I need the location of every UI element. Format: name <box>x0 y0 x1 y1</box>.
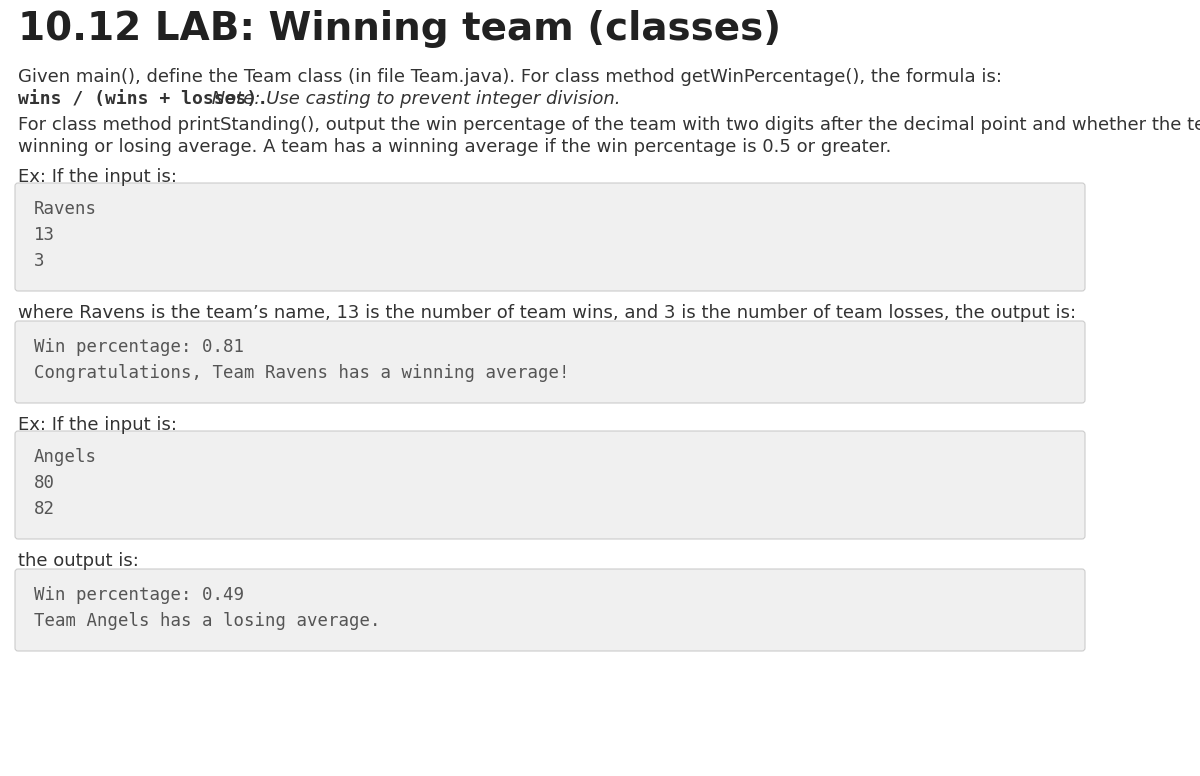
Text: Team Angels has a losing average.: Team Angels has a losing average. <box>34 612 380 630</box>
Text: Ravens: Ravens <box>34 200 97 218</box>
Text: Ex: If the input is:: Ex: If the input is: <box>18 416 178 434</box>
Text: Win percentage: 0.81: Win percentage: 0.81 <box>34 338 244 356</box>
Text: Note: Use casting to prevent integer division.: Note: Use casting to prevent integer div… <box>206 90 620 108</box>
Text: Congratulations, Team Ravens has a winning average!: Congratulations, Team Ravens has a winni… <box>34 364 570 382</box>
Text: wins / (wins + losses).: wins / (wins + losses). <box>18 90 268 108</box>
Text: For class method printStanding(), output the win percentage of the team with two: For class method printStanding(), output… <box>18 116 1200 134</box>
Text: 80: 80 <box>34 474 55 492</box>
Text: Angels: Angels <box>34 448 97 466</box>
Text: 13: 13 <box>34 226 55 244</box>
FancyBboxPatch shape <box>14 431 1085 539</box>
Text: Win percentage: 0.49: Win percentage: 0.49 <box>34 586 244 604</box>
Text: 3: 3 <box>34 252 44 270</box>
Text: Ex: If the input is:: Ex: If the input is: <box>18 168 178 186</box>
FancyBboxPatch shape <box>14 321 1085 403</box>
Text: Given main(), define the Team class (in file Team.java). For class method getWin: Given main(), define the Team class (in … <box>18 68 1002 86</box>
Text: 82: 82 <box>34 500 55 518</box>
FancyBboxPatch shape <box>14 183 1085 291</box>
Text: where Ravens is the team’s name, 13 is the number of team wins, and 3 is the num: where Ravens is the team’s name, 13 is t… <box>18 304 1076 322</box>
FancyBboxPatch shape <box>14 569 1085 651</box>
Text: 10.12 LAB: Winning team (classes): 10.12 LAB: Winning team (classes) <box>18 10 781 48</box>
Text: winning or losing average. A team has a winning average if the win percentage is: winning or losing average. A team has a … <box>18 138 892 156</box>
Text: the output is:: the output is: <box>18 552 139 570</box>
